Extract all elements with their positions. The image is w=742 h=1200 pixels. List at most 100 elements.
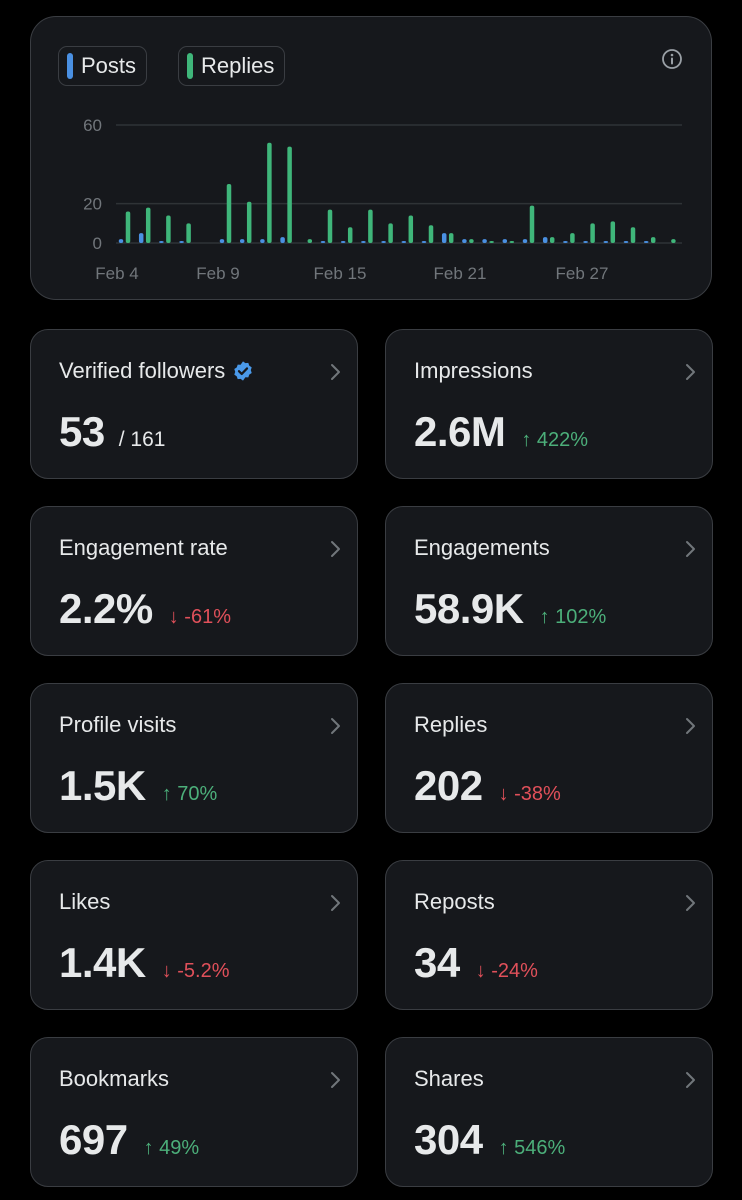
posts-bar[interactable] xyxy=(502,239,508,243)
posts-bar[interactable] xyxy=(138,233,144,243)
posts-bar[interactable] xyxy=(219,239,225,243)
posts-bar[interactable] xyxy=(462,239,467,243)
replies-bar[interactable] xyxy=(489,241,494,243)
chevron-right-icon xyxy=(686,1072,695,1088)
replies-bar[interactable] xyxy=(307,239,313,243)
replies-bar[interactable] xyxy=(246,201,252,243)
replies-bar[interactable] xyxy=(327,209,333,243)
stat-value: 697 xyxy=(59,1116,128,1163)
stat-value: 202 xyxy=(414,762,483,809)
stat-label: Likes xyxy=(59,889,111,914)
posts-bar[interactable] xyxy=(563,241,568,243)
legend-replies-label: Replies xyxy=(201,53,275,78)
stat-card-reposts[interactable]: Reposts 34 ↓ -24% xyxy=(385,860,713,1010)
verified-badge-icon xyxy=(234,361,253,381)
posts-bar[interactable] xyxy=(361,241,366,243)
stat-label-row: Likes xyxy=(59,889,110,915)
replies-bar[interactable] xyxy=(428,225,434,243)
replies-bar[interactable] xyxy=(125,211,131,243)
stat-change-up: ↑ 102% xyxy=(539,606,607,628)
replies-bar[interactable] xyxy=(509,241,515,243)
replies-bar[interactable] xyxy=(186,223,191,243)
activity-bar-chart: 60 20 0 Feb 4 Feb 9 Feb 15 Feb 21 Feb 27 xyxy=(83,116,682,283)
posts-bar[interactable] xyxy=(340,241,346,243)
info-icon[interactable] xyxy=(661,48,683,70)
posts-bar[interactable] xyxy=(159,241,164,243)
replies-bar[interactable] xyxy=(368,209,373,243)
replies-bar[interactable] xyxy=(570,233,575,243)
x-tick-label: Feb 27 xyxy=(556,264,609,283)
stat-label-row: Profile visits xyxy=(59,712,176,738)
posts-bar[interactable] xyxy=(239,239,245,243)
posts-bar[interactable] xyxy=(542,237,548,243)
posts-bar[interactable] xyxy=(522,239,528,243)
replies-bar[interactable] xyxy=(529,205,535,243)
stat-label-row: Shares xyxy=(414,1066,484,1092)
posts-bar[interactable] xyxy=(280,237,285,243)
replies-bar[interactable] xyxy=(347,227,353,243)
replies-bar[interactable] xyxy=(166,215,171,243)
posts-bar[interactable] xyxy=(441,233,447,243)
stat-change-up: ↑ 546% xyxy=(498,1137,566,1159)
replies-bar[interactable] xyxy=(408,215,414,243)
replies-bar[interactable] xyxy=(388,223,393,243)
stat-value-row: 1.5K ↑ 70% xyxy=(59,762,217,810)
posts-bar[interactable] xyxy=(320,241,326,243)
stat-label: Engagements xyxy=(414,535,550,560)
replies-bar[interactable] xyxy=(287,146,292,243)
posts-bar[interactable] xyxy=(482,239,487,243)
posts-swatch-icon xyxy=(67,53,73,79)
replies-bar[interactable] xyxy=(448,233,454,243)
posts-bar[interactable] xyxy=(603,241,609,243)
stat-card-bookmarks[interactable]: Bookmarks 697 ↑ 49% xyxy=(30,1037,358,1187)
replies-bar[interactable] xyxy=(630,227,636,243)
stat-card-replies[interactable]: Replies 202 ↓ -38% xyxy=(385,683,713,833)
posts-bar[interactable] xyxy=(118,239,124,243)
stat-change-down: ↓ -61% xyxy=(168,606,231,628)
posts-bar[interactable] xyxy=(381,241,386,243)
stat-label: Bookmarks xyxy=(59,1066,170,1091)
legend-replies-toggle[interactable]: Replies xyxy=(178,46,286,86)
stat-change-up: ↑ 49% xyxy=(143,1137,200,1159)
stat-card-verified-followers[interactable]: Verified followers 53 / 161 xyxy=(30,329,358,479)
y-tick-label: 20 xyxy=(83,195,102,214)
stat-card-likes[interactable]: Likes 1.4K ↓ -5.2% xyxy=(30,860,358,1010)
stat-label: Shares xyxy=(414,1066,484,1091)
stat-label: Impressions xyxy=(414,358,533,383)
posts-bar[interactable] xyxy=(401,241,407,243)
stat-value-row: 53 / 161 xyxy=(59,408,165,456)
posts-bar[interactable] xyxy=(643,241,649,243)
stat-label-row: Reposts xyxy=(414,889,495,915)
chevron-right-icon xyxy=(331,1072,340,1088)
replies-bar[interactable] xyxy=(590,223,595,243)
stat-value-row: 304 ↑ 546% xyxy=(414,1116,565,1164)
stat-label-row: Engagement rate xyxy=(59,535,228,561)
posts-bar[interactable] xyxy=(260,239,265,243)
replies-bar[interactable] xyxy=(671,239,676,243)
stat-value: 53 xyxy=(59,408,105,455)
replies-bar[interactable] xyxy=(267,142,272,243)
replies-bar[interactable] xyxy=(469,239,474,243)
posts-bar[interactable] xyxy=(583,241,588,243)
replies-bar[interactable] xyxy=(650,237,656,243)
posts-bar[interactable] xyxy=(421,241,427,243)
stat-card-engagement-rate[interactable]: Engagement rate 2.2% ↓ -61% xyxy=(30,506,358,656)
stat-card-impressions[interactable]: Impressions 2.6M ↑ 422% xyxy=(385,329,713,479)
posts-bar[interactable] xyxy=(623,241,629,243)
stat-card-profile-visits[interactable]: Profile visits 1.5K ↑ 70% xyxy=(30,683,358,833)
replies-bar[interactable] xyxy=(145,207,151,243)
chevron-right-icon xyxy=(331,718,340,734)
legend-posts-toggle[interactable]: Posts xyxy=(58,46,148,86)
stat-card-engagements[interactable]: Engagements 58.9K ↑ 102% xyxy=(385,506,713,656)
chevron-right-icon xyxy=(331,364,340,380)
posts-bar[interactable] xyxy=(179,241,184,243)
stat-value: 58.9K xyxy=(414,585,524,632)
replies-bar[interactable] xyxy=(610,221,616,243)
stat-label-row: Engagements xyxy=(414,535,550,561)
stat-card-shares[interactable]: Shares 304 ↑ 546% xyxy=(385,1037,713,1187)
stat-change-down: ↓ -38% xyxy=(498,783,561,805)
replies-bar[interactable] xyxy=(549,237,555,243)
stat-label: Profile visits xyxy=(59,712,177,737)
x-tick-label: Feb 4 xyxy=(95,264,138,283)
replies-bar[interactable] xyxy=(226,184,232,243)
